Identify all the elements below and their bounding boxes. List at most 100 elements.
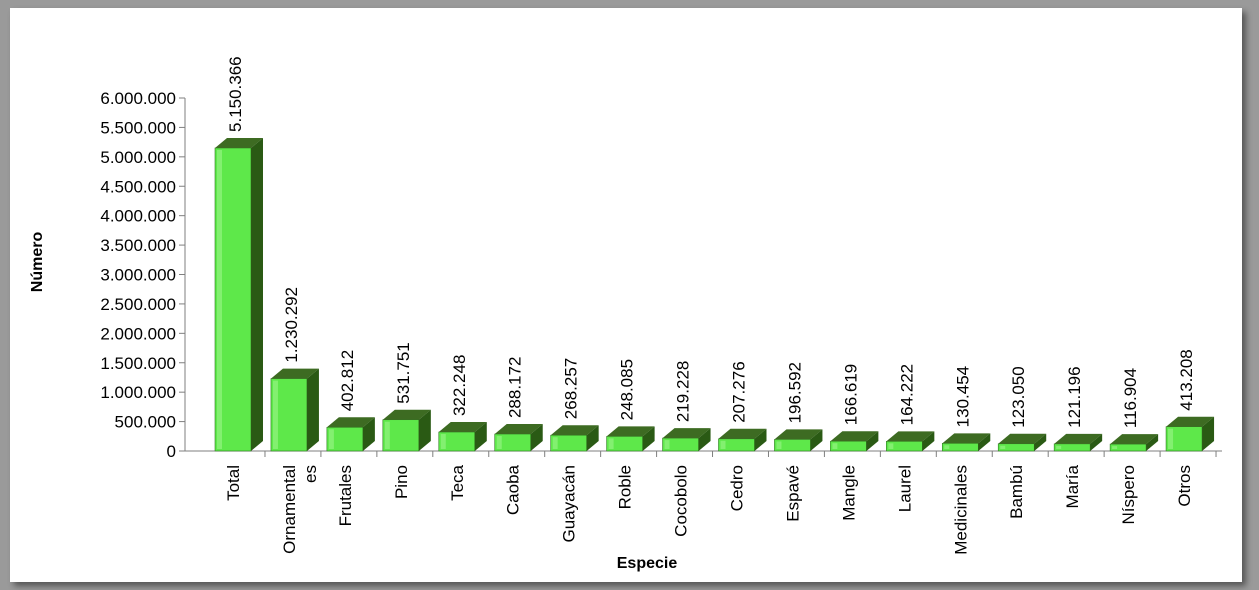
bar-top	[550, 425, 599, 436]
bar-highlight	[1056, 445, 1062, 449]
y-axis-title: Número	[29, 232, 46, 293]
data-label: 196.592	[785, 362, 804, 423]
bar-chart: 0 500.000 1.000.000 1.500.000 2.000.000 2.500…	[29, 56, 1222, 572]
data-label: 164.222	[897, 364, 916, 425]
bar-top	[215, 137, 263, 148]
bar-highlight	[888, 443, 894, 449]
bar-side	[474, 422, 487, 451]
bar	[270, 368, 319, 452]
category-label: Bambú	[1007, 465, 1026, 519]
bar-top	[438, 422, 487, 433]
bar	[606, 426, 655, 452]
bar-top	[606, 426, 655, 437]
category-label: Níspero	[1119, 465, 1138, 525]
bar	[662, 428, 711, 452]
bar-highlight	[776, 441, 782, 449]
category-label: Mangle	[839, 465, 858, 521]
category-label: Otros	[1175, 465, 1194, 507]
bar-top	[998, 433, 1047, 444]
category-label: Cedro	[728, 465, 747, 511]
bar-top	[830, 431, 879, 442]
data-label: 288.172	[506, 357, 525, 418]
data-label: 248.085	[618, 359, 637, 420]
bar	[941, 433, 991, 452]
bar-top	[662, 428, 711, 439]
bar	[774, 429, 823, 452]
data-label: 322.248	[450, 355, 469, 416]
bar-highlight	[608, 438, 614, 449]
bar-highlight	[1112, 446, 1118, 449]
category-label: Espavé	[783, 465, 802, 522]
bar-top	[1166, 416, 1215, 427]
y-tick-label: 5.000.000	[100, 148, 176, 167]
y-tick-label: 0	[167, 442, 176, 461]
bar-top	[382, 409, 431, 420]
bar-highlight	[272, 380, 278, 449]
bar	[494, 424, 543, 452]
bar-side	[530, 424, 543, 451]
data-label: 116.904	[1121, 368, 1140, 428]
bar-side	[810, 429, 823, 451]
bar	[438, 422, 487, 452]
bar-top	[942, 433, 991, 444]
bar-side	[586, 425, 599, 451]
y-tick-label: 1.000.000	[100, 383, 176, 402]
bar-highlight	[552, 437, 558, 449]
category-label: Caoba	[504, 464, 523, 515]
bar	[214, 137, 263, 452]
bar	[1165, 416, 1215, 452]
bar-highlight	[1168, 428, 1174, 449]
data-label: 219.228	[674, 361, 693, 422]
x-axis-title: Especie	[617, 555, 678, 572]
bar-side	[1034, 433, 1047, 451]
bar	[382, 409, 431, 452]
bar-top	[326, 417, 375, 428]
data-label: 402.812	[338, 350, 357, 411]
bar-highlight	[720, 440, 726, 449]
category-label: Total	[224, 465, 243, 501]
category-label: Frutales	[336, 465, 355, 526]
bar-top	[270, 368, 319, 379]
data-label: 166.619	[841, 364, 860, 425]
bar-highlight	[832, 443, 838, 449]
category-label: Guayacán	[560, 465, 579, 543]
bar	[718, 428, 767, 452]
bar-top	[718, 428, 767, 439]
y-tick-label: 2.000.000	[100, 324, 176, 343]
y-tick-label: 5.500.000	[100, 118, 176, 137]
y-tick-label: 3.000.000	[100, 266, 176, 285]
bar-side	[1090, 433, 1103, 451]
chart-frame: 0 500.000 1.000.000 1.500.000 2.000.000 2.500…	[10, 8, 1242, 582]
bar-highlight	[944, 445, 950, 449]
y-tick-label: 2.500.000	[100, 295, 176, 314]
bar-side	[418, 409, 431, 451]
bar-side	[922, 431, 935, 451]
data-label: 207.276	[730, 361, 749, 422]
data-label: 123.050	[1009, 366, 1028, 427]
bar-side	[251, 137, 263, 451]
category-label: Roble	[616, 465, 635, 509]
bar-top	[494, 424, 543, 435]
y-tick-label: 3.500.000	[100, 236, 176, 255]
data-label: 1.230.292	[282, 287, 301, 363]
bars	[214, 137, 1215, 452]
bar-highlight	[217, 149, 222, 449]
bar-highlight	[384, 421, 390, 449]
bar-top	[774, 429, 823, 440]
bar-top	[1054, 433, 1103, 444]
bar-highlight	[440, 434, 446, 449]
category-label: Cocobolo	[672, 465, 691, 537]
bar-top	[1110, 434, 1159, 445]
y-tick-label: 1.500.000	[100, 354, 176, 373]
data-label: 531.751	[394, 342, 413, 403]
bar-side	[642, 426, 655, 451]
bar-side	[362, 417, 375, 451]
bar-highlight	[664, 440, 670, 449]
bar-side	[754, 428, 767, 451]
bar	[830, 431, 879, 452]
bar-top	[886, 431, 935, 442]
bar-side	[1146, 434, 1159, 451]
data-label: 5.150.366	[226, 56, 245, 132]
data-label: 268.257	[562, 358, 581, 419]
category-label: Medicinales	[951, 465, 970, 555]
